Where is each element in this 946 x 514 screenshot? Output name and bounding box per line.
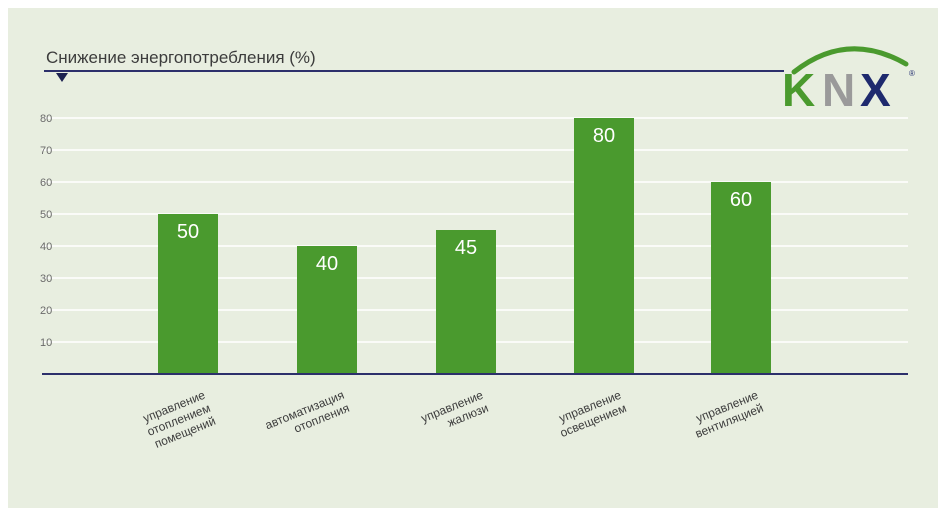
bar <box>436 230 496 374</box>
x-category-label: управлениежалюзи <box>419 388 491 439</box>
y-tick-label: 30 <box>40 273 52 285</box>
bar-value-label: 80 <box>593 125 615 147</box>
logo-letter-n: N <box>822 64 855 116</box>
logo-arc <box>791 46 909 75</box>
logo-letter-k: K <box>782 64 815 116</box>
bar <box>158 214 218 374</box>
x-category-label: управлениеотоплениемпомещений <box>140 388 218 452</box>
bar <box>297 246 357 374</box>
bar-chart: 10 20 30 40 50 60 70 80 50 40 45 80 60 управлениеотоп… <box>40 113 908 452</box>
y-tick-label: 80 <box>40 113 52 125</box>
y-tick-label: 40 <box>40 241 52 253</box>
bar-value-label: 40 <box>316 253 338 275</box>
y-tick-label: 10 <box>40 337 52 349</box>
bar-value-label: 50 <box>177 221 199 243</box>
chart-title: Снижение энергопотребления (%) <box>46 48 316 67</box>
y-tick-label: 50 <box>40 209 52 221</box>
y-tick-label: 60 <box>40 177 52 189</box>
logo-registered-mark: ® <box>909 69 915 78</box>
bar-value-label: 60 <box>730 189 752 211</box>
bar <box>574 118 634 374</box>
x-category-label: управлениеосвещением <box>553 388 629 440</box>
knx-logo: K N X ® <box>782 46 915 116</box>
logo-letter-x: X <box>860 64 891 116</box>
title-rule <box>44 70 784 72</box>
y-tick-label: 70 <box>40 145 52 157</box>
title-marker-triangle <box>56 73 68 82</box>
bar-value-label: 45 <box>455 237 477 259</box>
x-category-label: управлениевентиляцией <box>688 388 766 441</box>
x-category-label: автоматизацияотопления <box>263 388 351 445</box>
chart-canvas: 10 20 30 40 50 60 70 80 50 40 45 80 60 управлениеотоп… <box>8 8 938 508</box>
y-tick-label: 20 <box>40 305 52 317</box>
bar <box>711 182 771 374</box>
